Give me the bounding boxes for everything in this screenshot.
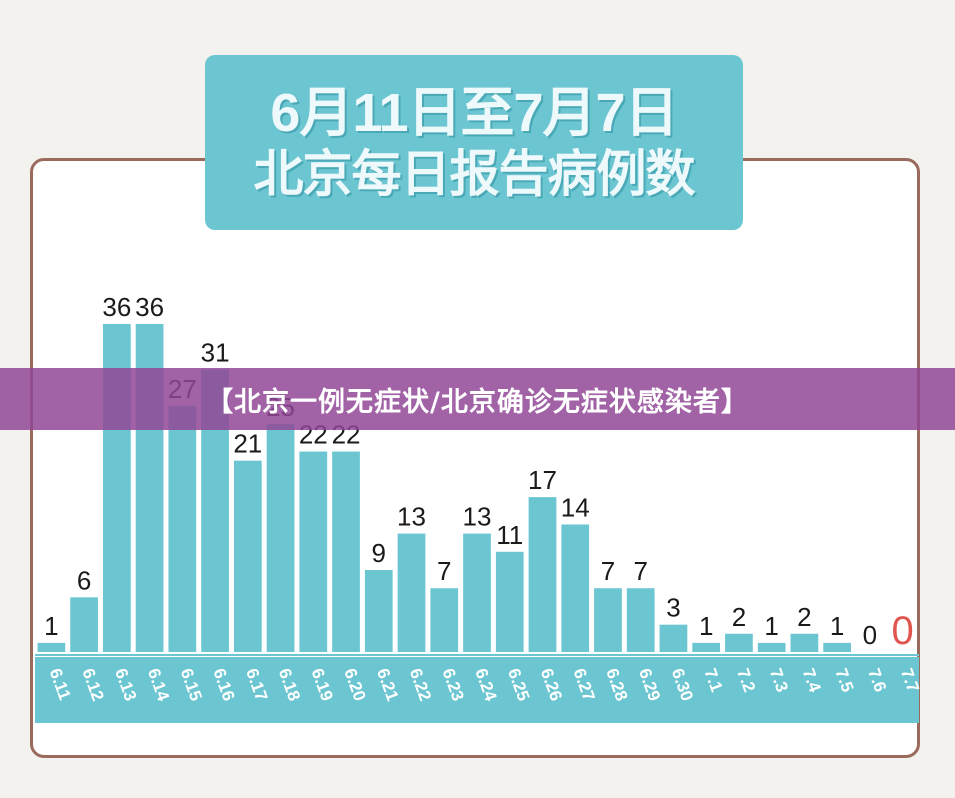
data-label: 11	[496, 520, 523, 550]
bar	[790, 633, 819, 652]
bar	[463, 533, 491, 652]
data-label: 36	[102, 292, 131, 322]
data-label: 0	[892, 609, 914, 653]
bar	[725, 633, 753, 652]
bar	[266, 424, 295, 652]
data-label: 1	[44, 611, 58, 641]
data-label: 13	[397, 502, 426, 532]
data-label: 36	[135, 292, 164, 322]
data-label: 7	[601, 556, 615, 586]
data-label: 7	[633, 556, 647, 586]
data-label: 1	[764, 611, 778, 641]
data-label: 13	[463, 502, 492, 532]
bar	[495, 551, 524, 652]
bar	[168, 406, 197, 652]
bar	[659, 624, 688, 652]
chart-title: 6月11日至7月7日	[270, 82, 678, 143]
overlay-banner: 【北京一例无症状/北京确诊无症状感染者】	[0, 368, 955, 430]
bar	[594, 588, 622, 652]
chart-subtitle: 北京每日报告病例数	[253, 144, 696, 203]
bar	[430, 588, 459, 652]
bar	[626, 588, 655, 652]
data-label: 2	[797, 602, 811, 632]
banner-text: 【北京一例无症状/北京确诊无症状感染者】	[206, 386, 749, 418]
bar	[397, 533, 426, 652]
x-axis-band	[35, 657, 919, 723]
bar	[70, 597, 98, 652]
data-label: 1	[830, 611, 844, 641]
data-label: 9	[372, 538, 386, 568]
data-label: 0	[863, 620, 877, 650]
data-label: 21	[233, 429, 262, 459]
bar	[332, 451, 360, 652]
bar	[757, 642, 786, 652]
bar	[299, 451, 328, 652]
data-label: 14	[561, 492, 590, 522]
bar	[692, 642, 721, 652]
data-label: 2	[732, 602, 746, 632]
bar	[528, 497, 557, 652]
bar	[561, 524, 590, 652]
data-label: 3	[666, 593, 680, 623]
chart-title-box: 6月11日至7月7日 北京每日报告病例数	[205, 55, 743, 230]
data-label: 17	[528, 465, 557, 495]
data-label: 6	[77, 565, 91, 595]
bar	[823, 642, 852, 652]
data-label: 1	[699, 611, 713, 641]
bar	[233, 460, 262, 652]
data-label: 7	[437, 556, 451, 586]
bar	[364, 570, 393, 652]
data-label: 31	[201, 338, 230, 368]
bar	[37, 642, 66, 652]
